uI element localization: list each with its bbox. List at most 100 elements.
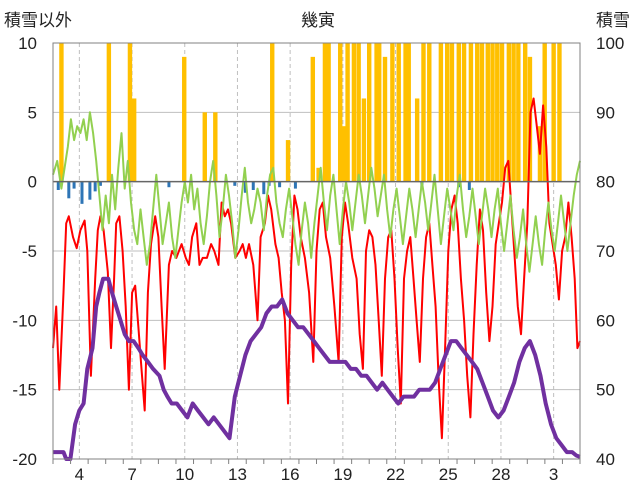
- snowfall-bar: [338, 43, 343, 182]
- snowfall-bar: [522, 43, 528, 182]
- snowfall-bar: [495, 43, 500, 182]
- y-left-tick-label: -20: [12, 450, 37, 469]
- snowfall-bar: [59, 43, 64, 182]
- snowfall-bar: [485, 43, 490, 182]
- x-tick-label: 10: [175, 465, 194, 484]
- snowfall-bar: [499, 43, 505, 182]
- snowfall-bar: [351, 43, 357, 182]
- x-tick-label: 3: [549, 465, 558, 484]
- precip-bar: [243, 181, 247, 193]
- series-line-temp_green: [52, 111, 581, 273]
- snowfall-bar: [374, 43, 379, 182]
- snowfall-bar: [511, 43, 516, 182]
- series-line-temp_max_red: [52, 97, 581, 440]
- snowfall-bar: [356, 43, 361, 182]
- precip-bar: [293, 181, 297, 189]
- snowfall-bar: [367, 43, 372, 182]
- chart-title: 幾寅: [301, 11, 335, 30]
- precip-bar: [93, 181, 97, 192]
- y-left-tick-label: 5: [28, 103, 37, 122]
- snowfall-bar: [285, 140, 291, 182]
- plot-frame: [52, 42, 581, 460]
- snowfall-bar: [377, 43, 382, 182]
- left-axis-title: 積雪以外: [4, 11, 72, 30]
- x-tick-label: 13: [228, 465, 247, 484]
- snowfall-bar: [475, 43, 480, 182]
- y-left-tick-label: -5: [22, 242, 37, 261]
- precip-bar: [80, 181, 84, 204]
- y-left-tick-label: 10: [18, 34, 37, 53]
- snowfall-bar: [449, 43, 455, 182]
- precip-bar: [278, 181, 282, 188]
- snowfall-bar: [361, 98, 367, 182]
- precip-bar: [467, 181, 471, 190]
- snowfall-bar: [270, 43, 275, 182]
- snowfall-bar: [326, 43, 331, 182]
- snowfall-bar: [479, 43, 485, 182]
- precip-bar: [262, 181, 266, 195]
- snowfall-bar: [310, 56, 316, 182]
- snowfall-bar: [403, 43, 408, 182]
- snowfall-bar: [438, 43, 444, 182]
- y-right-tick-label: 90: [596, 103, 615, 122]
- snowfall-bar: [396, 43, 401, 182]
- snowfall-bar: [202, 112, 207, 182]
- snowfall-bar: [444, 43, 450, 182]
- snowfall-bar: [516, 43, 521, 182]
- snowfall-bar: [551, 43, 556, 182]
- snowfall-bar: [390, 43, 395, 182]
- y-right-tick-label: 70: [596, 242, 615, 261]
- precip-bar: [251, 181, 255, 190]
- snowfall-bar: [406, 43, 411, 182]
- precip-bar: [98, 181, 102, 186]
- x-tick-label: 7: [127, 465, 136, 484]
- snowfall-bar: [213, 112, 218, 182]
- snowfall-bar: [421, 43, 426, 182]
- snowfall-bars: [59, 43, 562, 182]
- precip-bar: [233, 181, 237, 186]
- snowfall-bar: [131, 98, 137, 182]
- axes: [52, 42, 581, 464]
- y-right-tick-label: 40: [596, 450, 615, 469]
- precip-bar: [72, 181, 76, 189]
- y-right-tick-label: 50: [596, 381, 615, 400]
- snowfall-bar: [106, 43, 112, 182]
- x-tick-label: 16: [281, 465, 300, 484]
- tick-labels: 10 100 5 90 0 80 -5 70 -10 60 -15 50 -20 40 4 7 10 13 16 19…: [12, 34, 624, 484]
- y-left-tick-label: -15: [12, 381, 37, 400]
- precip-bar: [167, 181, 171, 188]
- snowfall-bar: [341, 126, 347, 182]
- snowfall-bar: [542, 43, 547, 182]
- snowfall-bar: [468, 43, 474, 182]
- snowfall-bar: [557, 43, 562, 182]
- y-right-tick-label: 100: [596, 34, 624, 53]
- x-tick-label: 28: [491, 465, 510, 484]
- y-left-tick-label: -10: [12, 311, 37, 330]
- x-tick-label: 22: [386, 465, 405, 484]
- snowfall-bar: [414, 98, 420, 182]
- snowfall-bar: [382, 56, 388, 182]
- snowfall-bar: [456, 43, 461, 182]
- snowfall-bar: [427, 43, 432, 182]
- precip-bar: [67, 181, 71, 199]
- series-line-snow_depth: [53, 276, 581, 461]
- snowfall-bar: [182, 56, 187, 182]
- snowfall-bar: [345, 43, 350, 182]
- y-right-tick-label: 80: [596, 173, 615, 192]
- snowfall-bar: [322, 43, 328, 182]
- snowfall-bar: [316, 167, 321, 182]
- snowfall-bar: [506, 43, 512, 182]
- precip-bar: [88, 181, 92, 200]
- y-right-tick-label: 60: [596, 311, 615, 330]
- precip-bar: [56, 181, 60, 190]
- x-tick-label: 4: [75, 465, 84, 484]
- snowfall-bar: [490, 43, 495, 182]
- x-tick-label: 25: [439, 465, 458, 484]
- series-lines: [52, 97, 581, 461]
- right-axis-title: 積雪: [596, 11, 630, 30]
- snowfall-bar: [461, 43, 467, 182]
- x-tick-label: 19: [333, 465, 352, 484]
- snowfall-bar: [127, 43, 133, 182]
